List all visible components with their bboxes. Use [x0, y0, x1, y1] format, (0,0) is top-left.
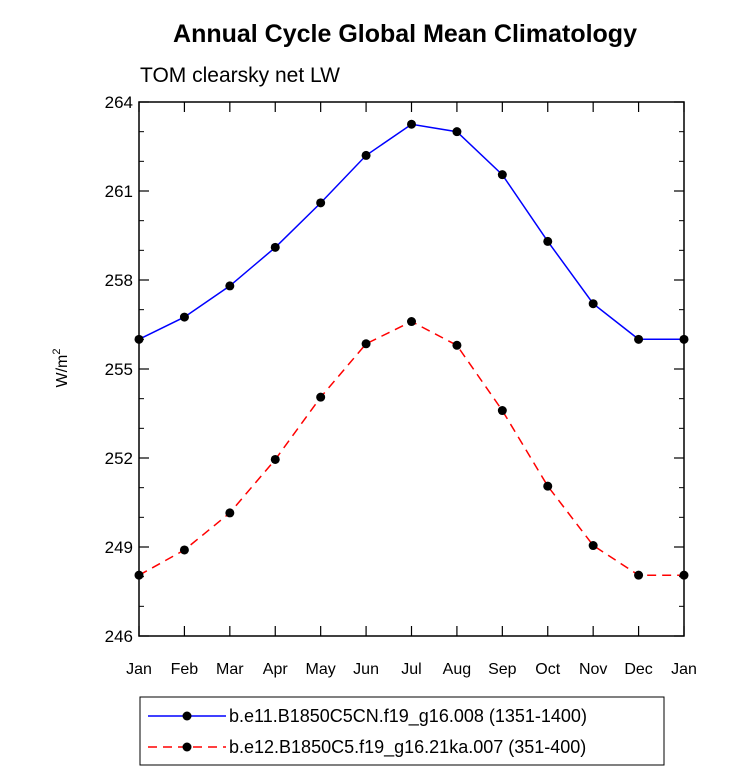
y-tick-label: 255 [105, 360, 133, 379]
legend-marker-1 [182, 711, 192, 721]
legend-marker-2 [182, 742, 192, 752]
legend-item-1: b.e11.B1850C5CN.f19_g16.008 (1351-1400) [148, 706, 587, 727]
series-2 [134, 317, 689, 580]
data-point [543, 236, 553, 246]
x-tick-label: Nov [579, 661, 607, 678]
legend-label-1: b.e11.B1850C5CN.f19_g16.008 (1351-1400) [229, 706, 587, 727]
y-tick-label: 249 [105, 538, 133, 557]
data-point [270, 242, 280, 252]
x-tick-label: Feb [171, 661, 199, 678]
x-tick-label: Apr [263, 661, 289, 678]
data-point [179, 545, 189, 555]
data-point [316, 198, 326, 208]
y-tick-label: 258 [105, 271, 133, 290]
x-tick-label: Aug [443, 661, 471, 678]
legend: b.e11.B1850C5CN.f19_g16.008 (1351-1400) … [139, 696, 665, 766]
series-line-2 [138, 320, 684, 576]
y-tick-label: 252 [105, 449, 133, 468]
svg-text:W/m2: W/m2 [51, 349, 71, 388]
y-axis-ticks: 246 249 252 255 258 261 264 [105, 93, 684, 646]
plot-series [134, 119, 689, 580]
data-point [361, 339, 371, 349]
legend-item-2: b.e12.B1850C5.f19_g16.21ka.007 (351-400) [148, 737, 586, 758]
x-tick-label: Mar [216, 661, 244, 678]
plot-frame [138, 101, 685, 637]
x-tick-label: Jul [401, 661, 421, 678]
data-point [588, 299, 598, 309]
chart-subtitle: TOM clearsky net LW [140, 64, 340, 87]
x-axis-ticks: Jan Feb Mar Apr May Jun Jul Aug Sep Oct Nov Dec Jan [126, 102, 697, 678]
data-point [407, 317, 416, 327]
legend-box [139, 696, 665, 766]
data-point [497, 170, 507, 180]
data-point [452, 127, 462, 137]
data-point [452, 340, 462, 350]
y-tick-label: 264 [105, 93, 133, 112]
x-tick-label: Jan [126, 661, 152, 678]
x-tick-label: Jan [671, 661, 697, 678]
y-tick-label: 246 [105, 627, 133, 646]
series-1 [134, 119, 689, 344]
x-tick-label: Dec [624, 661, 652, 678]
x-tick-label: Jun [353, 661, 379, 678]
data-point [634, 570, 644, 580]
y-axis-label-text: W/m [54, 355, 71, 388]
data-point [225, 508, 235, 518]
data-point [634, 334, 644, 344]
data-point [316, 392, 326, 402]
data-point [588, 541, 598, 551]
y-axis-label-superscript: 2 [51, 349, 63, 355]
series-line-1 [138, 123, 684, 341]
data-point [225, 281, 235, 291]
y-tick-label: 261 [105, 182, 133, 201]
data-point [270, 454, 280, 464]
data-point [543, 481, 553, 491]
legend-label-2: b.e12.B1850C5.f19_g16.21ka.007 (351-400) [229, 737, 586, 758]
y-axis-label: W/m2 [51, 349, 71, 388]
data-point [361, 150, 371, 160]
x-tick-label: Sep [488, 661, 517, 678]
data-point [497, 406, 507, 416]
data-point [407, 119, 416, 129]
x-tick-label: May [306, 661, 336, 678]
data-point [179, 312, 189, 322]
chart-title: Annual Cycle Global Mean Climatology [173, 20, 637, 48]
x-tick-label: Oct [535, 661, 560, 678]
